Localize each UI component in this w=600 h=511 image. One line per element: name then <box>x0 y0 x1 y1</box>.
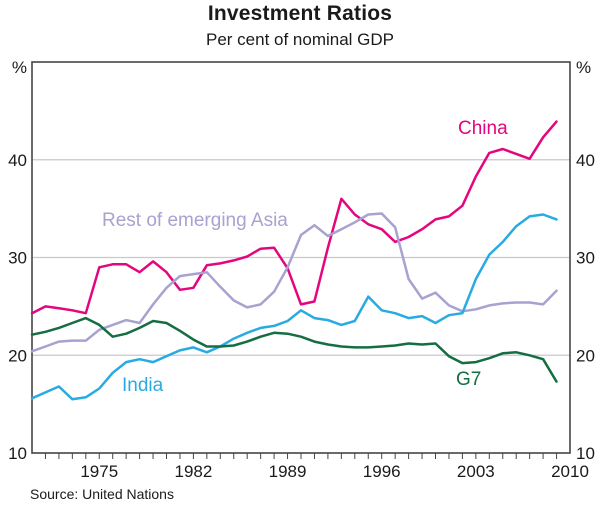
y-tick-label-left-20: 20 <box>8 346 27 365</box>
y-tick-label-left-10: 10 <box>8 444 27 463</box>
y-axis-unit-right: % <box>576 58 591 77</box>
x-tick-label-2010: 2010 <box>551 462 589 481</box>
x-tick-label-1989: 1989 <box>269 462 307 481</box>
series-label-india: India <box>122 375 164 396</box>
series-line-india <box>30 213 558 401</box>
x-tick-label-1975: 1975 <box>80 462 118 481</box>
y-tick-label-left-40: 40 <box>8 151 27 170</box>
x-tick-label-1996: 1996 <box>363 462 401 481</box>
chart-subtitle: Per cent of nominal GDP <box>205 30 395 49</box>
y-axis-unit-left: % <box>12 58 27 77</box>
y-tick-label-right-40: 40 <box>576 151 595 170</box>
y-tick-label-right-20: 20 <box>576 346 595 365</box>
series-line-rest-of-emerging-asia <box>30 212 558 353</box>
y-tick-label-right-30: 30 <box>576 249 595 268</box>
series-line-g7 <box>30 316 558 383</box>
y-tick-label-left-30: 30 <box>8 249 27 268</box>
page-title: Investment Ratios <box>207 2 393 25</box>
series-label-china: China <box>458 118 508 139</box>
series-label-rest-of-emerging-asia: Rest of emerging Asia <box>102 210 288 231</box>
series-label-g7: G7 <box>456 369 482 390</box>
source-note: Source: United Nations <box>30 486 174 502</box>
y-tick-label-right-10: 10 <box>576 444 595 463</box>
x-tick-label-1982: 1982 <box>174 462 212 481</box>
x-tick-label-2003: 2003 <box>457 462 495 481</box>
series-line-china <box>30 120 558 315</box>
